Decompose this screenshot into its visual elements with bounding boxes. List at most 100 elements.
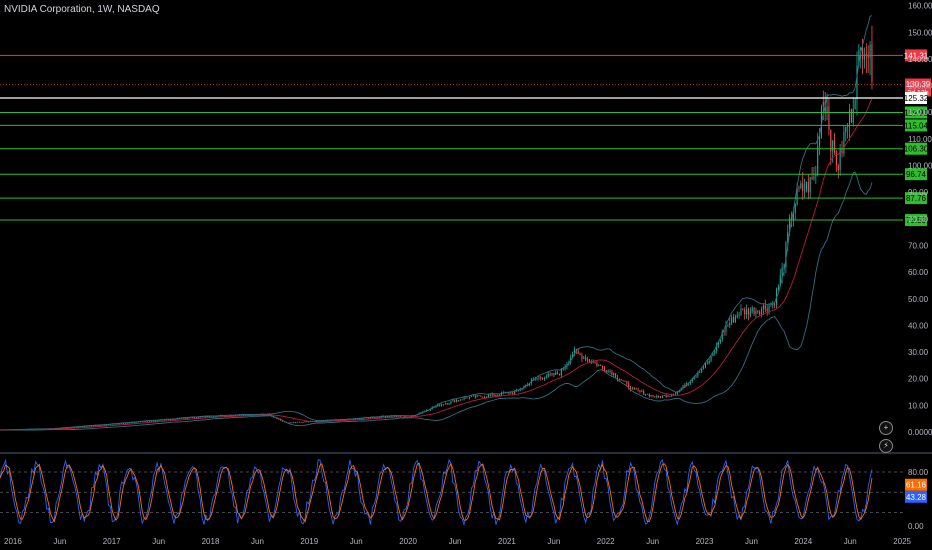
- candle: [446, 403, 448, 405]
- candle: [641, 391, 643, 392]
- candle: [605, 370, 607, 373]
- candle: [463, 397, 465, 400]
- candle: [710, 356, 712, 362]
- candle: [190, 417, 192, 418]
- candle: [334, 419, 336, 421]
- price-tick: 60.00: [908, 268, 929, 277]
- time-tick: Jun: [152, 537, 165, 546]
- candle: [482, 396, 484, 398]
- candle: [798, 187, 800, 189]
- level-tag: [905, 119, 927, 132]
- candle: [611, 371, 613, 376]
- candle: [358, 418, 360, 420]
- candle: [130, 422, 132, 424]
- time-tick: 2021: [498, 537, 516, 546]
- symbol-title[interactable]: NVIDIA Corporation, 1W, NASDAQ: [4, 4, 160, 15]
- level-tag: [905, 142, 927, 155]
- price-tick: 40.00: [908, 321, 929, 330]
- stoch-d-line: [0, 462, 873, 523]
- candle: [534, 378, 536, 380]
- stochastic-axis[interactable]: 80.00 0.00 43.28 61.16: [905, 468, 929, 531]
- candle: [278, 418, 280, 420]
- candle: [328, 420, 330, 422]
- candle: [164, 419, 166, 421]
- candle: [126, 423, 128, 424]
- candle: [433, 406, 435, 408]
- candle: [585, 357, 587, 361]
- candle: [819, 136, 821, 146]
- candle: [613, 373, 615, 376]
- candle: [676, 392, 678, 395]
- candle: [871, 44, 873, 83]
- candle: [828, 106, 830, 130]
- candle: [89, 425, 91, 427]
- candle: [600, 365, 602, 366]
- candle: [817, 145, 819, 175]
- candle: [714, 351, 716, 354]
- candle: [845, 126, 847, 132]
- candle: [484, 396, 486, 398]
- candle: [744, 309, 746, 315]
- candle: [83, 426, 85, 427]
- candle: [734, 316, 736, 323]
- candle: [104, 424, 106, 426]
- stoch-tick: 0.00: [908, 522, 924, 531]
- candle: [847, 126, 849, 128]
- candle: [500, 392, 503, 396]
- candle: [323, 420, 325, 422]
- candle: [755, 310, 757, 315]
- candle: [491, 393, 493, 396]
- time-axis[interactable]: 2016 Jun 2017 Jun 2018 Jun 2019 Jun 2020 Jun 2021 J…: [4, 537, 912, 546]
- candle: [706, 363, 708, 364]
- candle: [216, 416, 218, 417]
- candle: [192, 417, 194, 418]
- candle: [398, 416, 400, 417]
- candle: [476, 395, 478, 398]
- candle: [862, 47, 864, 60]
- candle: [332, 420, 334, 421]
- candle: [736, 315, 738, 317]
- candle: [173, 419, 175, 420]
- candle: [115, 423, 117, 425]
- plus-circle-icon[interactable]: +: [879, 421, 893, 435]
- candle: [188, 417, 190, 419]
- level-tag: [905, 214, 927, 227]
- candle: [435, 406, 437, 407]
- candle: [644, 394, 647, 396]
- candle: [480, 395, 482, 397]
- candle: [469, 396, 471, 399]
- candle: [225, 415, 227, 417]
- candle: [132, 422, 134, 424]
- candle: [319, 420, 321, 422]
- candle: [542, 377, 544, 379]
- candle: [579, 353, 581, 356]
- candle: [701, 368, 703, 373]
- candle: [78, 426, 80, 428]
- candle: [667, 395, 669, 397]
- candle: [137, 421, 140, 423]
- candle: [577, 351, 579, 354]
- candle: [472, 395, 474, 397]
- candle: [695, 375, 697, 377]
- candle: [485, 396, 488, 398]
- candle: [390, 415, 392, 417]
- candle: [800, 183, 802, 188]
- level-label: 87.76: [906, 194, 927, 203]
- level-label: 119.91: [904, 108, 928, 117]
- candle: [603, 367, 605, 371]
- level-label: 125.32: [904, 94, 929, 103]
- time-tick: 2018: [202, 537, 220, 546]
- lightning-icon[interactable]: ⚡: [879, 439, 893, 453]
- candle: [510, 392, 512, 394]
- candle: [852, 108, 854, 123]
- candle: [540, 377, 542, 379]
- time-tick: Jun: [449, 537, 462, 546]
- price-axis[interactable]: 160.00 150.00 140.00 130.00 120.00 110.00 100.…: [908, 2, 932, 437]
- candle: [592, 362, 594, 364]
- candle: [180, 418, 183, 419]
- price-tick: 140.00: [908, 55, 932, 64]
- candle: [538, 377, 540, 379]
- candle: [843, 131, 845, 154]
- candle: [386, 416, 388, 418]
